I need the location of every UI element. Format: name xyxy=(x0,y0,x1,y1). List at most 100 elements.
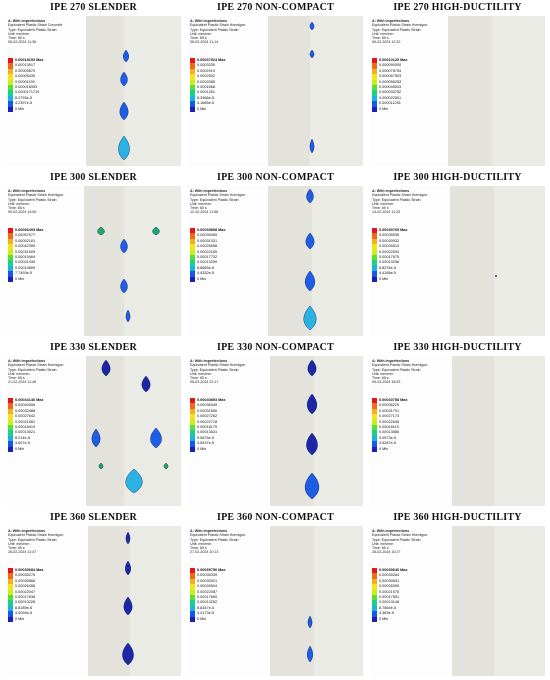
plastic-strain-zone xyxy=(120,71,128,87)
legend-row: 0 Min xyxy=(372,616,452,622)
legend-swatch xyxy=(8,584,13,590)
analysis-info: A: With imperfections Equivalent Plastic … xyxy=(372,189,450,215)
legend-value: 0.00035465 xyxy=(197,233,218,238)
legend-value: 0.00042399 xyxy=(15,244,36,249)
info-line: Unit: mm/mm xyxy=(372,371,394,376)
legend-row: 0.00036349 xyxy=(190,403,270,409)
legend-swatch xyxy=(372,238,377,245)
legend-value: 0.00018115 xyxy=(379,424,399,429)
legend-row: 0.00026513 xyxy=(372,244,452,250)
legend-value: 0.00017669 xyxy=(197,594,218,599)
legend-value: 0.00066493 Max xyxy=(15,228,44,232)
info-line: Type: Equivalent Plastic Strain xyxy=(190,537,239,542)
panel-title: IPE 300 HIGH-DUCTILITY xyxy=(393,172,522,183)
legend-row: 0.00035284 xyxy=(372,573,452,579)
legend-value: 0.0003335 xyxy=(197,63,215,68)
legend-row: 4.2397e-5 xyxy=(8,101,88,107)
legend-value: 0.00013256 xyxy=(379,260,400,265)
beam-web xyxy=(450,186,545,336)
plastic-strain-zone xyxy=(122,642,134,666)
info-line: Unit: mm/mm xyxy=(190,371,212,376)
legend-value: 0.00009670 xyxy=(15,68,36,73)
legend-swatch xyxy=(372,63,377,69)
plastic-strain-zone xyxy=(303,305,317,331)
legend-row: 0.000033752 xyxy=(372,90,452,96)
legend-swatch xyxy=(8,68,13,75)
panel-title: IPE 360 NON-COMPACT xyxy=(217,512,334,523)
legend-swatch xyxy=(372,276,377,282)
info-line: 06-02-2024 11:36 xyxy=(8,40,37,45)
legend-row: 0.00001190 xyxy=(8,79,88,85)
legend-row: 0.00032488 xyxy=(8,408,88,415)
info-line: Time: 65 s xyxy=(372,206,389,211)
legend-swatch xyxy=(190,84,195,91)
legend-row: 0.00035275 xyxy=(8,573,88,579)
plastic-strain-zone xyxy=(120,238,128,254)
legend-row: 4.4332e-5 xyxy=(190,271,270,277)
legend-value: 9.0573e-5 xyxy=(379,435,397,440)
panel-title: IPE 330 HIGH-DUCTILITY xyxy=(393,342,522,353)
result-panel: IPE 300 NON-COMPACT A: With imperfections… xyxy=(184,170,367,340)
legend-value: 0.00027642 xyxy=(15,414,36,419)
info-line: Type: Equivalent Plastic Strain xyxy=(8,537,57,542)
legend-swatch xyxy=(8,265,13,272)
legend-swatch xyxy=(190,616,195,622)
legend-swatch xyxy=(190,101,195,107)
legend-row: 0.00022718 xyxy=(190,419,270,425)
legend-swatch xyxy=(372,600,377,606)
legend-row: 8.8189e-5 xyxy=(8,605,88,612)
legend-row: 0.0002919 xyxy=(190,68,270,75)
legend-swatch xyxy=(8,233,13,239)
legend-swatch xyxy=(8,403,13,409)
analysis-info: A: With imperfections Equivalent Plastic … xyxy=(372,359,450,385)
legend-swatch xyxy=(8,419,13,425)
legend-swatch xyxy=(372,95,377,102)
legend-value: 0.00031031 xyxy=(197,238,218,243)
legend-swatch xyxy=(8,74,13,80)
beam-web xyxy=(268,16,363,166)
info-line: Unit: mm/mm xyxy=(8,541,30,546)
legend-value: 0.00019464 xyxy=(15,254,36,259)
legend-row: 0.00021975 xyxy=(372,589,452,595)
legend-swatch xyxy=(190,233,195,239)
info-line: Unit: mm/mm xyxy=(372,541,394,546)
legend-value: 0.00017732 xyxy=(197,254,218,259)
legend-swatch xyxy=(8,106,13,112)
legend-value: 7.7493e-5 xyxy=(15,271,33,276)
legend-value: 0.00018175 xyxy=(197,424,218,429)
info-line: Time: 65 s xyxy=(372,36,389,41)
legend-row: 0.00031806 xyxy=(190,408,270,415)
legend-value: 0.00013299 xyxy=(197,260,218,265)
legend-value: 0.0000171719 xyxy=(15,90,40,95)
legend-row: 4.4188e-5 xyxy=(372,271,452,277)
legend-swatch xyxy=(8,594,13,601)
legend-value: 0 Min xyxy=(197,446,207,451)
legend-value: 0.00036349 xyxy=(197,403,218,408)
legend-value: 0.00026456 xyxy=(15,584,36,589)
legend-swatch xyxy=(8,398,13,404)
legend-swatch xyxy=(190,95,195,102)
info-line: Time: 65 s xyxy=(190,376,207,381)
legend-row: 0 Min xyxy=(8,616,88,622)
legend-row: 0.000011251 xyxy=(372,101,452,107)
beam-web xyxy=(270,526,363,676)
legend-value: 0.00040758 Max xyxy=(379,398,408,402)
plastic-strain-zone xyxy=(125,560,131,576)
color-legend: 0.00037524 Max 0.0003335 0.0002919 0.000250… xyxy=(190,58,270,112)
info-line: Unit: mm/mm xyxy=(8,201,30,206)
legend-swatch xyxy=(372,611,377,617)
info-line: Equivalent Plastic Strain Hormigon xyxy=(190,363,246,368)
legend-row: 8.7664e-5 xyxy=(372,605,452,612)
panel-title: IPE 300 SLENDER xyxy=(50,172,137,183)
legend-swatch xyxy=(372,589,377,595)
legend-value: 0.00039640 Max xyxy=(379,568,408,572)
legend-swatch xyxy=(372,106,377,112)
legend-row: 0.00022087 xyxy=(190,589,270,595)
legend-value: 4.383e-5 xyxy=(379,611,394,616)
legend-swatch xyxy=(8,600,13,606)
legend-row: 0.00009670 xyxy=(8,68,88,75)
legend-row: 0.00010125 Max xyxy=(372,58,452,64)
legend-swatch xyxy=(8,63,13,69)
info-line: A: With imperfections xyxy=(8,359,46,363)
info-line: Unit: mm/mm xyxy=(190,31,212,36)
